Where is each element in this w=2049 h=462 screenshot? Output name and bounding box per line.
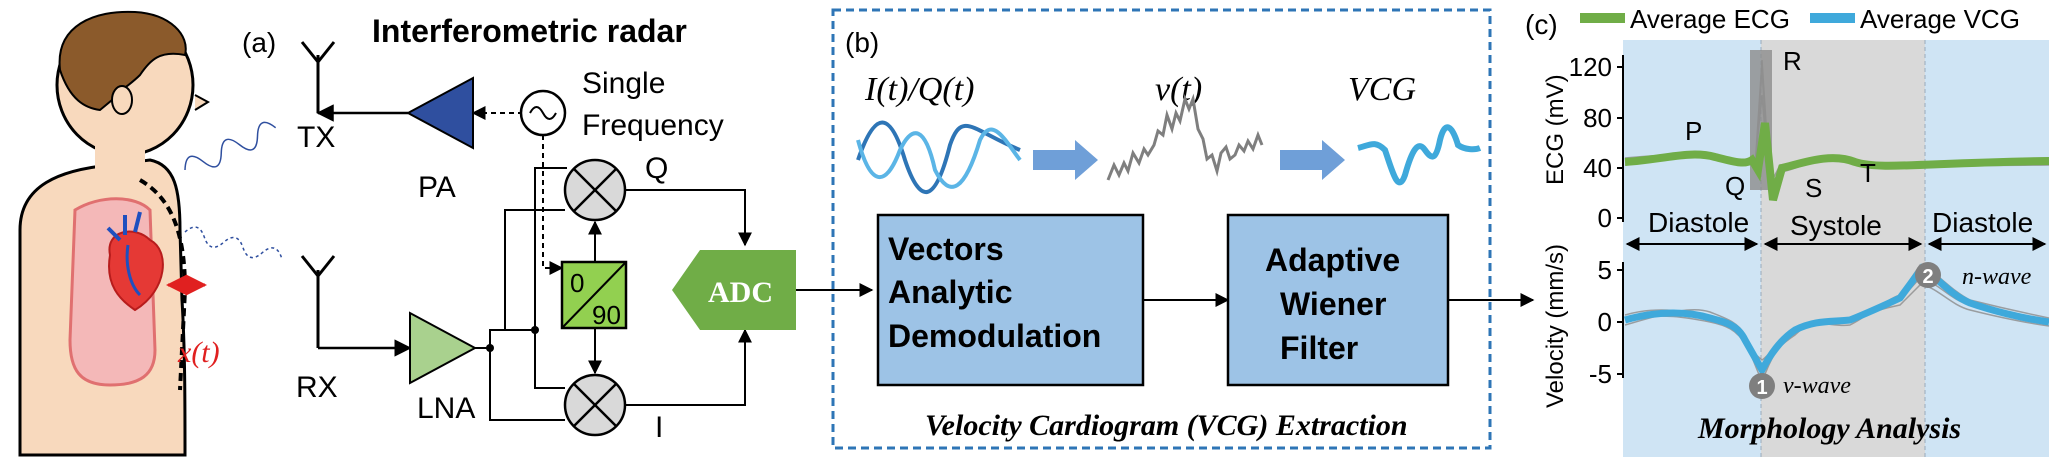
oscillator-icon bbox=[519, 89, 567, 137]
filter-line1: Adaptive bbox=[1265, 242, 1400, 278]
iq-label: I(t)/Q(t) bbox=[864, 71, 975, 108]
phase-diastole-1: Diastole bbox=[1648, 207, 1749, 238]
panel-c-label: (c) bbox=[1525, 9, 1558, 40]
human-figure: x(t) bbox=[18, 10, 283, 457]
ecg-tick-0: 0 bbox=[1598, 203, 1612, 233]
junction-dot bbox=[531, 326, 539, 334]
filter-line3: Filter bbox=[1280, 330, 1358, 366]
pa-amplifier-icon bbox=[405, 76, 474, 150]
ecg-tick-40: 40 bbox=[1583, 153, 1612, 183]
oscillator-label-line1: Single bbox=[582, 67, 665, 100]
n-wave-marker: 2 bbox=[1915, 262, 1941, 288]
ecg-tick-80: 80 bbox=[1583, 103, 1612, 133]
i-mixer-icon bbox=[563, 373, 627, 437]
wiener-filter-block bbox=[1226, 213, 1450, 387]
vel-tick-0: 0 bbox=[1598, 307, 1612, 337]
tx-wave bbox=[184, 121, 277, 171]
vt-label: v(t) bbox=[1155, 71, 1202, 108]
ecg-wave-r: R bbox=[1783, 46, 1802, 76]
demod-line3: Demodulation bbox=[888, 318, 1101, 354]
oscillator-label-line2: Frequency bbox=[582, 109, 724, 142]
panel-a-label: (a) bbox=[242, 27, 276, 58]
phase-top-label: 0 bbox=[570, 268, 584, 298]
adc-label: ADC bbox=[708, 276, 773, 309]
vel-tick-neg5: -5 bbox=[1589, 359, 1612, 389]
ecg-wave-q: Q bbox=[1725, 171, 1745, 201]
junction-dot bbox=[486, 344, 494, 352]
panel-a: (a) Interferometric radar TX PA Single F… bbox=[242, 13, 874, 444]
rx-wave bbox=[184, 226, 283, 259]
diastole-band bbox=[1925, 40, 2049, 457]
ecg-tick-120: 120 bbox=[1569, 52, 1612, 82]
phase-systole: Systole bbox=[1790, 210, 1882, 241]
q-mixer-icon bbox=[563, 158, 627, 222]
vcg-label: VCG bbox=[1348, 71, 1416, 108]
flow-arrow-1 bbox=[1033, 140, 1098, 180]
velocity-ticks: 5 0 -5 bbox=[1589, 255, 1623, 389]
lna-distribution-lines bbox=[475, 167, 567, 421]
displacement-label: x(t) bbox=[177, 336, 220, 369]
v-wave-label: v-wave bbox=[1783, 373, 1851, 399]
panel-b-frame bbox=[831, 8, 1492, 450]
legend: Average ECG Average VCG bbox=[1580, 4, 2020, 34]
heart-icon bbox=[106, 211, 164, 312]
demod-line1: Vectors bbox=[888, 231, 1004, 267]
tx-label: TX bbox=[297, 121, 335, 154]
panel-b-caption: Velocity Cardiogram (VCG) Extraction bbox=[925, 409, 1408, 442]
average-ecg-curve bbox=[1624, 122, 2049, 202]
demodulation-block bbox=[876, 213, 1145, 387]
velocity-signal-thumbnail bbox=[1106, 93, 1264, 181]
panel-c: (c) Average ECG Average VCG 120 80 40 0 … bbox=[1525, 4, 2049, 457]
pa-label: PA bbox=[418, 171, 456, 204]
rx-antenna-icon bbox=[300, 255, 336, 348]
phase-diastole-2: Diastole bbox=[1932, 207, 2033, 238]
i-label: I bbox=[655, 411, 663, 444]
phase-shifter: 0 90 bbox=[560, 260, 628, 330]
diastole-band bbox=[1623, 40, 1761, 457]
ecg-wave-s: S bbox=[1805, 173, 1822, 203]
legend-vcg: Average VCG bbox=[1860, 4, 2020, 34]
marker-1-text: 1 bbox=[1756, 377, 1767, 399]
i-to-adc-line bbox=[625, 328, 752, 406]
demod-line2: Analytic bbox=[888, 274, 1012, 310]
adc-block bbox=[672, 250, 796, 330]
q-label: Q bbox=[645, 152, 668, 185]
n-wave-label: n-wave bbox=[1962, 264, 2032, 290]
ecg-y-label: ECG (mV) bbox=[1542, 74, 1569, 185]
osc-to-phase-line bbox=[542, 135, 564, 275]
velocity-y-label: Velocity (mm/s) bbox=[1542, 244, 1569, 408]
v-wave-marker: 1 bbox=[1749, 373, 1775, 399]
lna-amplifier-icon bbox=[409, 311, 478, 385]
average-vcg-curve bbox=[1624, 263, 2049, 378]
lna-label: LNA bbox=[417, 392, 475, 425]
q-to-adc-line bbox=[625, 189, 752, 247]
ecg-wave-p: P bbox=[1685, 116, 1702, 146]
panel-c-caption: Morphology Analysis bbox=[1697, 412, 1961, 445]
panel-b: (b) I(t)/Q(t) v(t) VCG Vectors Analytic … bbox=[831, 8, 1535, 450]
flow-arrow-2 bbox=[1280, 140, 1345, 180]
vcg-signal-thumbnail bbox=[1357, 124, 1482, 186]
panel-a-title: Interferometric radar bbox=[372, 13, 687, 49]
ecg-ticks: 120 80 40 0 bbox=[1569, 52, 1623, 233]
iq-signal-thumbnail bbox=[856, 120, 1022, 194]
legend-ecg: Average ECG bbox=[1630, 4, 1790, 34]
ecg-wave-t: T bbox=[1860, 158, 1876, 188]
rx-label: RX bbox=[296, 371, 338, 404]
marker-2-text: 2 bbox=[1922, 266, 1933, 288]
phase-bottom-label: 90 bbox=[592, 300, 621, 330]
vel-tick-5: 5 bbox=[1598, 255, 1612, 285]
tx-antenna-icon bbox=[300, 41, 336, 113]
filter-line2: Wiener bbox=[1280, 286, 1386, 322]
panel-b-label: (b) bbox=[845, 27, 879, 58]
